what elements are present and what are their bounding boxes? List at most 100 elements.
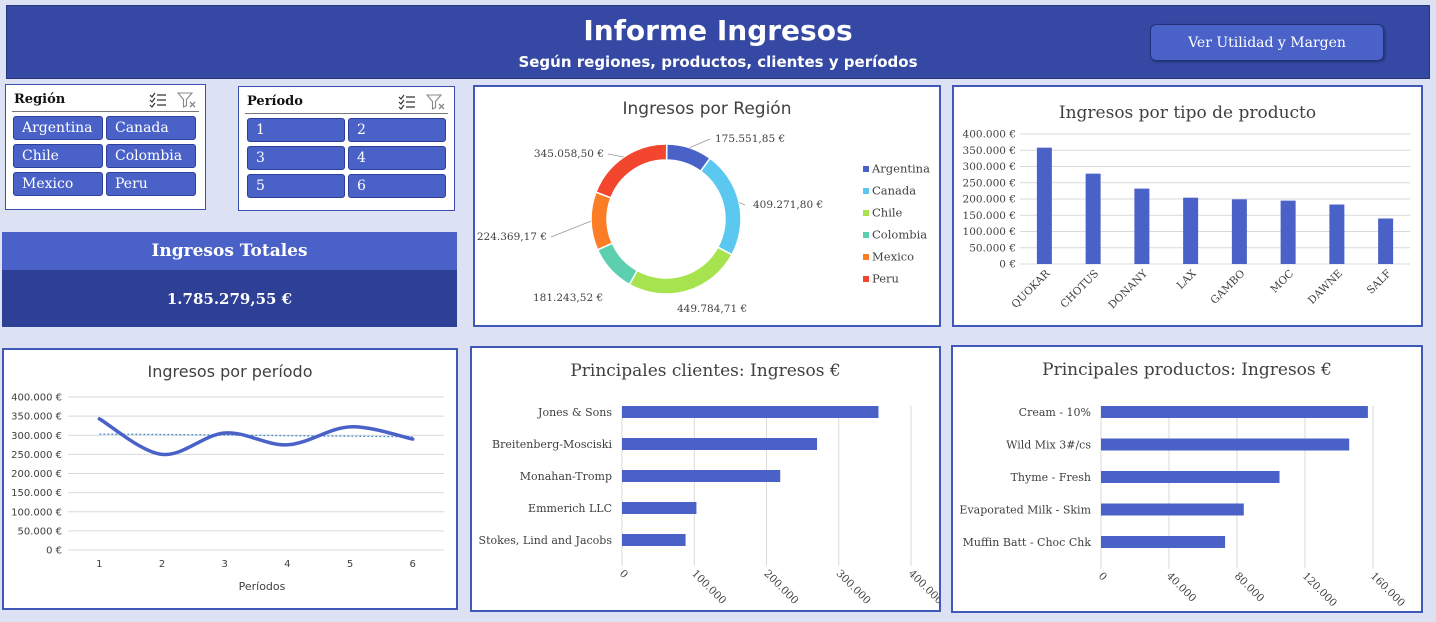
bar-row <box>1101 438 1350 451</box>
top-clients-chart-panel: Principales clientes: Ingresos € 0 100.00… <box>470 346 941 612</box>
donut-slice-mexico <box>590 191 614 251</box>
slicer-item-argentina[interactable]: Argentina <box>13 116 103 140</box>
y-tick-label: 0 € <box>999 259 1016 271</box>
product-type-bar-chart: 0 € 50.000 € 100.000 € 150.000 € 200.000 € 25… <box>963 129 1410 312</box>
y-tick-label: 0 € <box>46 546 62 557</box>
region-slicer-label: Región <box>14 92 66 107</box>
multi-select-icon[interactable] <box>149 91 167 109</box>
y-category-label: Breitenberg-Mosciski <box>492 438 612 451</box>
total-revenue-label: Ingresos Totales <box>2 232 457 270</box>
donut-leader-line <box>738 202 746 206</box>
top-clients-chart-title: Principales clientes: Ingresos € <box>570 361 841 381</box>
period-slicer-header: Período <box>245 92 448 114</box>
slicer-item-period-6[interactable]: 6 <box>348 174 446 198</box>
y-tick-label: 200.000 € <box>11 469 62 480</box>
top-products-bar-chart: 0 40.000 80.000 120.000 160.000 Cream - 10% Wi… <box>959 406 1407 609</box>
x-tick-label: 160.000 <box>1368 570 1407 609</box>
legend-swatch <box>863 254 869 260</box>
x-tick-label: 200.000 <box>761 568 800 607</box>
slicer-item-period-4[interactable]: 4 <box>348 146 446 170</box>
x-tick-label: CHOTUS <box>1058 268 1101 311</box>
clear-filter-icon[interactable] <box>177 91 197 109</box>
x-tick-label: 40.000 <box>1164 570 1198 604</box>
product-type-chart-panel: Ingresos por tipo de producto 0 € 50.000 … <box>952 85 1423 327</box>
slicer-item-peru[interactable]: Peru <box>106 172 196 196</box>
multi-select-icon[interactable] <box>398 93 416 111</box>
bar-row <box>622 534 686 546</box>
bar-row <box>1101 536 1226 548</box>
bar-chotus <box>1085 173 1101 264</box>
view-utility-margin-button[interactable]: Ver Utilidad y Margen <box>1150 24 1384 61</box>
y-category-label: Muffin Batt - Choc Chk <box>963 536 1092 549</box>
bar-row <box>622 502 697 514</box>
x-tick-label: SALF <box>1365 268 1394 297</box>
legend-swatch <box>863 188 869 194</box>
slicer-item-period-1[interactable]: 1 <box>247 118 345 142</box>
top-products-chart-panel: Principales productos: Ingresos € 0 40.00… <box>951 345 1423 613</box>
y-tick-label: 300.000 € <box>11 431 62 442</box>
x-tick-label: DAWNE <box>1306 268 1345 307</box>
x-tick-label: MOC <box>1268 268 1296 296</box>
total-revenue-card: Ingresos Totales 1.785.279,55 € <box>2 232 457 327</box>
legend-entry: Argentina <box>871 162 930 176</box>
y-tick-label: 100.000 € <box>963 226 1016 238</box>
y-tick-label: 350.000 € <box>963 145 1016 157</box>
bar-dawne <box>1329 204 1345 264</box>
page-title: Informe Ingresos <box>583 14 853 47</box>
y-tick-label: 200.000 € <box>963 194 1016 206</box>
x-tick-label: 300.000 <box>834 568 873 607</box>
product-type-chart-title: Ingresos por tipo de producto <box>1058 103 1317 123</box>
x-tick-label: 120.000 <box>1300 570 1339 609</box>
report-header: Informe Ingresos Según regiones, product… <box>6 5 1430 79</box>
region-slicer: Región Argentina Canada Chile Colombia M… <box>5 84 206 210</box>
slicer-item-period-5[interactable]: 5 <box>247 174 345 198</box>
x-tick-label: LAX <box>1175 267 1199 291</box>
donut-data-label: 449.784,71 € <box>677 303 747 315</box>
bar-row <box>622 438 818 450</box>
region-chart-panel: Ingresos por Región 175.551,85 € 409.271,… <box>473 85 941 327</box>
top-clients-bar-chart: 0 100.000 200.000 300.000 400.000 Jones & Son… <box>479 406 939 607</box>
y-tick-label: 50.000 € <box>969 242 1016 254</box>
y-tick-label: 250.000 € <box>11 450 62 461</box>
x-tick-label: 0 <box>1096 570 1109 583</box>
clear-filter-icon[interactable] <box>426 93 446 111</box>
region-donut-chart: 175.551,85 € 409.271,80 € 449.784,71 € 181.… <box>477 133 930 315</box>
slicer-item-mexico[interactable]: Mexico <box>13 172 103 196</box>
slicer-item-colombia[interactable]: Colombia <box>106 144 196 168</box>
donut-data-label: 345.058,50 € <box>534 148 604 160</box>
x-tick-label: DONANY <box>1106 267 1151 312</box>
y-category-label: Emmerich LLC <box>528 502 612 515</box>
y-category-label: Cream - 10% <box>1019 406 1091 419</box>
bar-row <box>622 470 781 482</box>
bar-quokar <box>1036 147 1052 264</box>
x-axis-label: Períodos <box>239 580 286 593</box>
x-tick-label: 100.000 <box>689 568 728 607</box>
legend-swatch <box>863 210 869 216</box>
slicer-item-period-2[interactable]: 2 <box>348 118 446 142</box>
y-category-label: Evaporated Milk - Skim <box>959 504 1091 517</box>
slicer-item-period-3[interactable]: 3 <box>247 146 345 170</box>
x-tick-label: 2 <box>159 559 165 570</box>
y-tick-label: 150.000 € <box>963 210 1016 222</box>
donut-leader-line <box>550 220 592 238</box>
legend-entry: Mexico <box>872 250 914 264</box>
bar-moc <box>1280 200 1296 264</box>
donut-slice-canada <box>699 157 742 256</box>
top-products-chart-title: Principales productos: Ingresos € <box>1042 360 1332 380</box>
bar-row <box>622 406 879 418</box>
period-chart-panel: Ingresos por período 0 € 50.000 € 100.000 … <box>2 348 458 610</box>
slicer-item-canada[interactable]: Canada <box>106 116 196 140</box>
legend-entry: Peru <box>872 272 899 286</box>
donut-leader-line <box>607 153 624 158</box>
slicer-item-chile[interactable]: Chile <box>13 144 103 168</box>
legend-entry: Canada <box>872 184 916 198</box>
trend-line <box>99 433 413 438</box>
y-tick-label: 150.000 € <box>11 488 62 499</box>
legend-swatch <box>863 232 869 238</box>
bar-row <box>1101 503 1244 516</box>
donut-data-label: 409.271,80 € <box>753 199 823 211</box>
x-tick-label: 0 <box>617 568 630 581</box>
y-tick-label: 50.000 € <box>17 526 62 537</box>
y-tick-label: 400.000 € <box>11 393 62 404</box>
x-tick-label: 5 <box>347 559 353 570</box>
